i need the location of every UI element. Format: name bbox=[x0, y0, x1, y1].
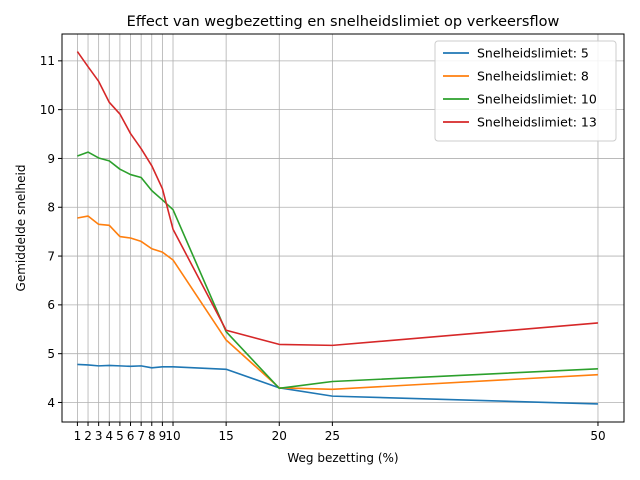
series-line-1 bbox=[77, 363, 598, 405]
plot-frame bbox=[61, 33, 625, 423]
x-tick-label: 15 bbox=[218, 429, 233, 443]
x-axis-ticks: 1 2 3 4 5 6 7 8 9 10 15 20 25 50 bbox=[74, 422, 606, 443]
x-tick-label: 50 bbox=[590, 429, 605, 443]
x-tick-label: 10 bbox=[165, 429, 180, 443]
legend: Snelheidslimiet: 5 Snelheidslimiet: 8 Snel… bbox=[434, 40, 617, 142]
y-tick-label: 5 bbox=[47, 347, 55, 361]
series-layer bbox=[76, 51, 599, 405]
legend-label: Snelheidslimiet: 10 bbox=[477, 92, 597, 107]
x-tick-label: 20 bbox=[272, 429, 287, 443]
y-axis-ticks: 4 5 6 7 8 9 10 11 bbox=[40, 54, 62, 410]
x-tick-label: 6 bbox=[127, 429, 135, 443]
x-tick-label: 9 bbox=[159, 429, 167, 443]
legend-label: Snelheidslimiet: 5 bbox=[477, 46, 589, 61]
chart-title: Effect van wegbezetting en snelheidslimi… bbox=[127, 14, 560, 30]
x-tick-label: 4 bbox=[105, 429, 113, 443]
y-tick-label: 7 bbox=[47, 249, 55, 263]
y-tick-label: 6 bbox=[47, 298, 55, 312]
y-axis-title: Gemiddelde snelheid bbox=[14, 165, 28, 292]
x-tick-label: 3 bbox=[95, 429, 103, 443]
y-tick-label: 8 bbox=[47, 201, 55, 215]
y-tick-label: 9 bbox=[47, 152, 55, 166]
x-tick-label: 1 bbox=[74, 429, 82, 443]
series-line-3 bbox=[77, 151, 599, 390]
x-axis-title: Weg bezetting (%) bbox=[287, 451, 398, 465]
x-tick-label: 25 bbox=[325, 429, 340, 443]
x-tick-label: 5 bbox=[116, 429, 124, 443]
y-tick-label: 11 bbox=[40, 54, 55, 68]
legend-label: Snelheidslimiet: 8 bbox=[477, 69, 589, 84]
legend-box bbox=[434, 40, 617, 142]
legend-label: Snelheidslimiet: 13 bbox=[477, 115, 597, 130]
x-tick-label: 7 bbox=[137, 429, 145, 443]
y-tick-label: 4 bbox=[47, 396, 55, 410]
y-tick-label: 10 bbox=[40, 103, 55, 117]
x-tick-label: 2 bbox=[84, 429, 92, 443]
x-tick-label: 8 bbox=[148, 429, 156, 443]
series-line-4 bbox=[76, 51, 599, 347]
